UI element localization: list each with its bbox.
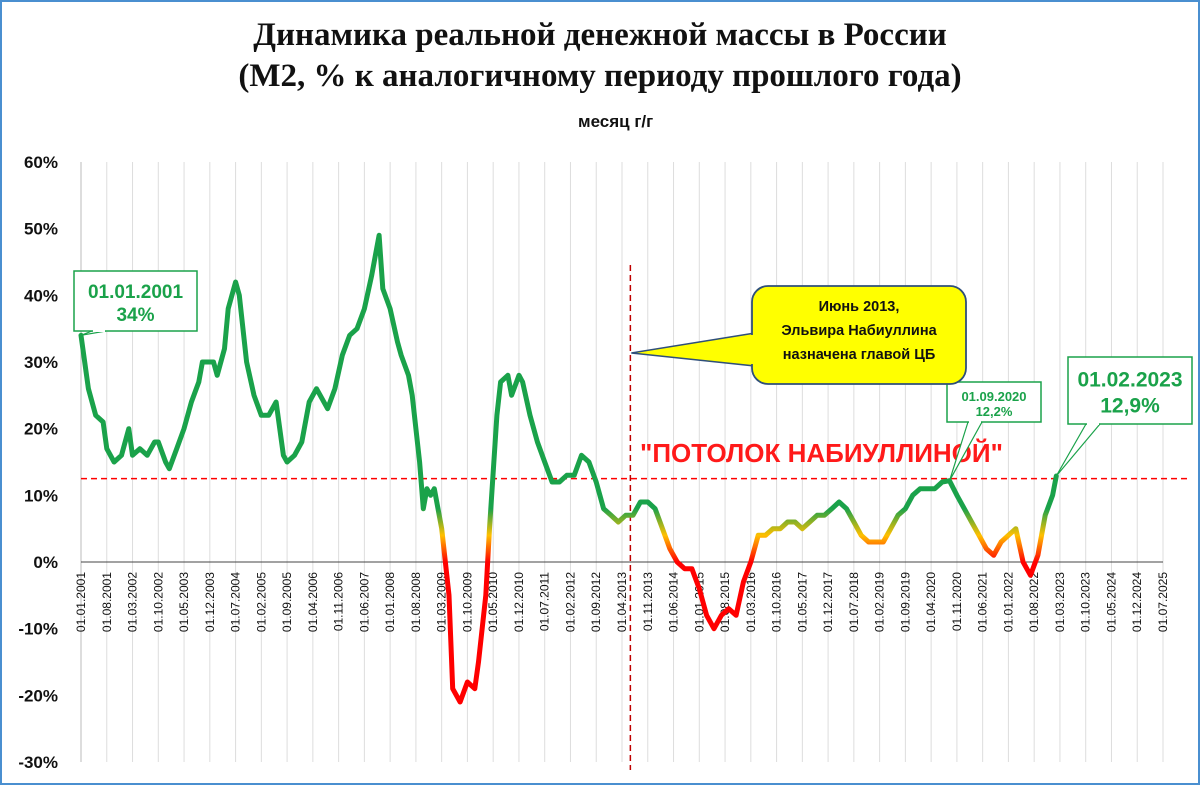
- y-tick-label: 20%: [24, 420, 58, 439]
- x-tick-label: 01.10.2016: [770, 572, 784, 632]
- x-tick-label: 01.12.2017: [821, 572, 835, 632]
- series-line: [78, 232, 1059, 705]
- x-tick-label: 01.06.2014: [667, 572, 681, 632]
- annotation-box: [73, 270, 198, 332]
- annotation-value: 12,2%: [976, 404, 1013, 419]
- annotation-box: [946, 381, 1042, 423]
- ceiling-label: "ПОТОЛОК НАБИУЛЛИНОЙ": [640, 438, 1003, 468]
- x-tick-label: 01.03.2023: [1053, 572, 1067, 632]
- y-tick-label: 50%: [24, 220, 58, 239]
- annotation-box: [1067, 356, 1193, 425]
- y-tick-label: 0%: [33, 553, 58, 572]
- x-tick-label: 01.07.2011: [538, 572, 552, 631]
- x-tick-label: 01.08.2001: [100, 572, 114, 632]
- legend: месяц г/г: [533, 112, 653, 131]
- x-tick-label: 01.10.2009: [460, 572, 474, 632]
- x-tick-label: 01.04.2013: [615, 572, 629, 632]
- x-tick-label: 01.12.2010: [512, 572, 526, 632]
- x-tick-label: 01.05.2010: [486, 572, 500, 632]
- x-tick-label: 01.04.2020: [924, 572, 938, 632]
- x-tick-label: 01.05.2024: [1104, 572, 1118, 632]
- x-tick-label: 01.12.2003: [203, 572, 217, 632]
- x-tick-label: 01.05.2003: [177, 572, 191, 632]
- y-tick-label: 60%: [24, 153, 58, 172]
- x-tick-label: 01.01.2008: [383, 572, 397, 632]
- annotation-value: 12,9%: [1100, 395, 1160, 418]
- x-tick-label: 01.11.2013: [641, 572, 655, 631]
- y-tick-label: -30%: [18, 753, 58, 772]
- x-tick-label: 01.06.2021: [976, 572, 990, 632]
- x-tick-label: 01.10.2023: [1079, 572, 1093, 632]
- annotation-value: 34%: [116, 305, 154, 326]
- x-tick-label: 01.04.2006: [306, 572, 320, 632]
- x-tick-label: 01.10.2002: [151, 572, 165, 632]
- x-tick-label: 01.07.2018: [847, 572, 861, 632]
- x-tick-label: 01.06.2007: [357, 572, 371, 632]
- chart-subtitle: (М2, % к аналогичному периоду прошлого г…: [238, 58, 961, 94]
- callout-pointer: [631, 332, 756, 367]
- callout-line: назначена главой ЦБ: [783, 347, 936, 363]
- x-tick-label: 01.02.2012: [563, 572, 577, 632]
- x-tick-label: 01.01.2015: [692, 572, 706, 632]
- x-tick-label: 01.11.2020: [950, 572, 964, 631]
- x-tick-label: 01.01.2022: [1001, 572, 1015, 632]
- x-tick-label: 01.08.2022: [1027, 572, 1041, 632]
- y-tick-label: -10%: [18, 620, 58, 639]
- annotation-date: 01.01.2001: [88, 282, 184, 303]
- x-tick-label: 01.03.2009: [435, 572, 449, 632]
- y-tick-label: -20%: [18, 686, 58, 705]
- x-tick-label: 01.09.2012: [589, 572, 603, 632]
- x-tick-label: 01.03.2002: [126, 572, 140, 632]
- annotation-pointer: [1055, 423, 1102, 477]
- y-tick-label: 30%: [24, 353, 58, 372]
- annotation-date: 01.02.2023: [1077, 368, 1182, 391]
- x-tick-label: 01.02.2019: [873, 572, 887, 632]
- callout-joint: [748, 335, 758, 364]
- x-tick-label: 01.03.2016: [744, 572, 758, 632]
- x-tick-label: 01.11.2006: [332, 572, 346, 631]
- x-tick-label: 01.07.2004: [229, 572, 243, 632]
- x-tick-label: 01.05.2017: [795, 572, 809, 632]
- x-tick-label: 01.01.2001: [74, 572, 88, 632]
- y-tick-label: 40%: [24, 286, 58, 305]
- y-tick-label: 10%: [24, 486, 58, 505]
- x-tick-label: 01.12.2024: [1130, 572, 1144, 632]
- x-tick-label: 01.08.2015: [718, 572, 732, 632]
- x-tick-label: 01.02.2005: [254, 572, 268, 632]
- chart-title: Динамика реальной денежной массы в Росси…: [253, 17, 947, 53]
- legend-label: месяц г/г: [578, 112, 653, 131]
- annotation-date: 01.09.2020: [961, 389, 1026, 404]
- x-tick-label: 01.09.2019: [898, 572, 912, 632]
- x-tick-label: 01.07.2025: [1156, 572, 1170, 632]
- callout-line: Эльвира Набиуллина: [781, 323, 937, 339]
- x-tick-label: 01.09.2005: [280, 572, 294, 632]
- x-tick-label: 01.08.2008: [409, 572, 423, 632]
- callout-line: Июнь 2013,: [819, 299, 900, 315]
